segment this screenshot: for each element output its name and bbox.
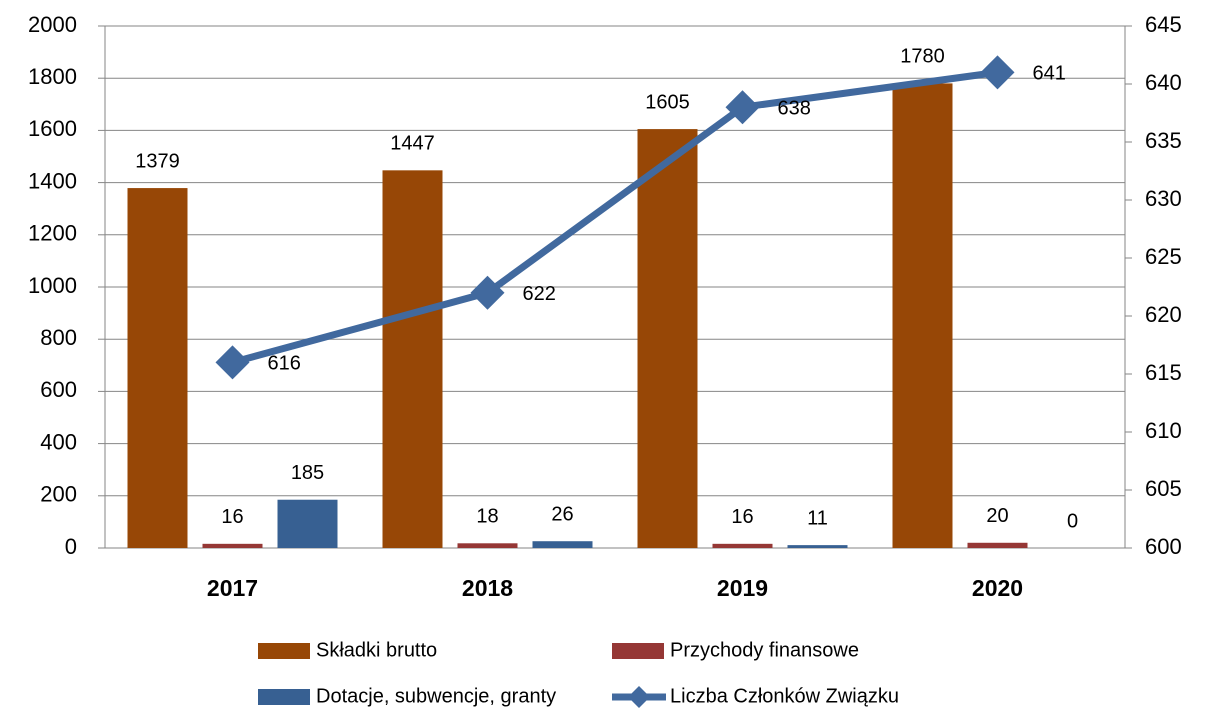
data-label: 641	[1033, 63, 1066, 85]
y2-tick-label: 635	[1145, 128, 1182, 153]
y-tick-label: 1600	[28, 116, 77, 141]
data-label: 0	[1067, 510, 1078, 532]
data-label: 616	[268, 353, 301, 375]
y2-tick-label: 645	[1145, 12, 1182, 37]
legend-swatch	[612, 643, 664, 659]
legend-label: Składki brutto	[316, 639, 437, 661]
y-tick-label: 2000	[28, 12, 77, 37]
bar	[127, 188, 188, 548]
marker	[980, 55, 1015, 90]
bar	[637, 129, 698, 548]
y2-tick-label: 625	[1145, 244, 1182, 269]
y-tick-label: 1000	[28, 273, 77, 298]
y-tick-label: 1200	[28, 221, 77, 246]
bar	[382, 170, 443, 548]
legend-label: Liczba Członków Związku	[670, 685, 899, 707]
data-label: 11	[807, 507, 828, 529]
line	[231, 68, 998, 366]
bar	[967, 542, 1028, 548]
y-tick-label: 0	[65, 534, 77, 559]
legend-label: Przychody finansowe	[670, 639, 859, 661]
bar	[787, 545, 848, 548]
data-label: 1780	[900, 46, 945, 68]
data-label: 1605	[645, 91, 690, 113]
legend-label: Dotacje, subwencje, granty	[316, 685, 556, 707]
data-label: 1447	[390, 133, 435, 155]
y2-tick-label: 615	[1145, 360, 1182, 385]
bar	[712, 543, 773, 548]
data-label: 16	[731, 506, 753, 528]
y-tick-label: 800	[40, 325, 77, 350]
bar	[457, 543, 518, 548]
data-label: 622	[523, 283, 556, 305]
x-tick-label: 2020	[972, 575, 1023, 601]
x-tick-label: 2019	[717, 575, 768, 601]
x-tick-label: 2018	[462, 575, 513, 601]
bar	[532, 541, 593, 548]
y-tick-label: 1800	[28, 64, 77, 89]
x-tick-label: 2017	[207, 575, 258, 601]
y2-tick-label: 630	[1145, 186, 1182, 211]
y2-tick-label: 610	[1145, 418, 1182, 443]
legend-swatch	[258, 643, 310, 659]
legend-marker	[628, 686, 650, 708]
marker	[725, 90, 760, 125]
legend-swatch	[258, 689, 310, 705]
data-label: 185	[291, 462, 324, 484]
y2-tick-label: 640	[1145, 70, 1182, 95]
bar	[277, 499, 338, 548]
marker	[470, 275, 505, 310]
data-label: 26	[551, 503, 573, 525]
data-label: 20	[986, 505, 1008, 527]
data-label: 638	[778, 97, 811, 119]
data-label: 16	[221, 506, 243, 528]
y2-tick-label: 620	[1145, 302, 1182, 327]
y-tick-label: 200	[40, 482, 77, 507]
data-label: 1379	[135, 150, 180, 172]
y-tick-label: 400	[40, 429, 77, 454]
data-label: 18	[476, 506, 498, 528]
marker	[215, 345, 250, 380]
y-tick-label: 1400	[28, 168, 77, 193]
bar	[202, 543, 263, 548]
y2-tick-label: 600	[1145, 534, 1182, 559]
y2-tick-label: 605	[1145, 476, 1182, 501]
y-tick-label: 600	[40, 377, 77, 402]
bar	[892, 83, 953, 549]
